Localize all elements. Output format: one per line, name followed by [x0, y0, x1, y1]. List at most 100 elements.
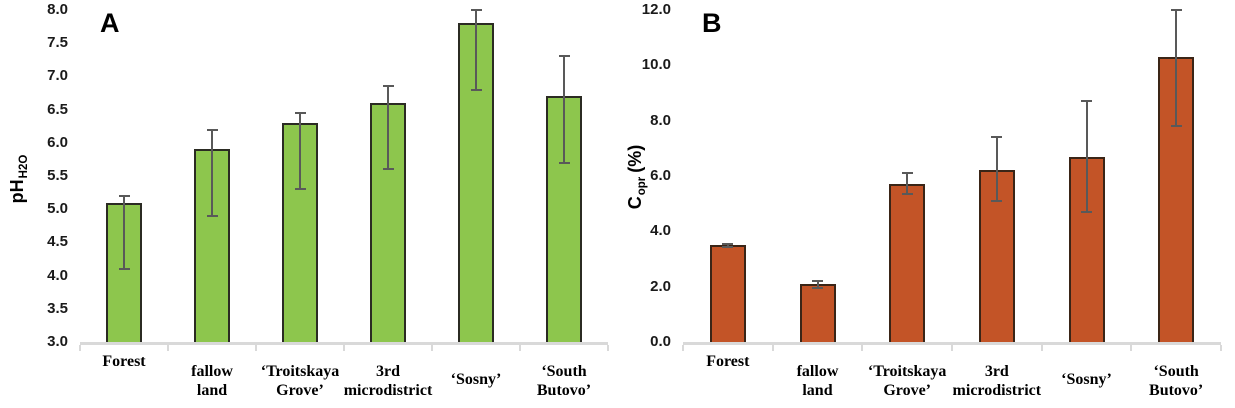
bar — [799, 283, 836, 342]
y-tick-label: 12.0 — [641, 1, 671, 18]
category-label: fallow land — [767, 362, 869, 400]
error-bar-cap — [1081, 100, 1092, 103]
error-bar-cap — [382, 85, 394, 88]
error-bar-cap — [382, 168, 394, 171]
error-bar — [726, 243, 729, 247]
error-bar-cap — [206, 128, 218, 131]
bar — [106, 202, 142, 342]
category-label-line: ‘South — [1153, 363, 1199, 380]
y-tick-label: 10.0 — [641, 56, 671, 74]
error-bar-cap — [206, 214, 218, 217]
y-tick-label: 2.0 — [650, 277, 671, 295]
category-label: ‘Sosny’ — [1036, 370, 1138, 389]
error-bar-cap — [118, 267, 130, 270]
chart-panel-b: B Copr(%) 12.0 10.0 8.0 6.0 4.0 2.0 0.0 Forest f… — [618, 0, 1235, 408]
y-tick-label: 6.5 — [47, 100, 68, 118]
category-label-line: microdistrict — [952, 382, 1042, 399]
category-label-line: ‘Troitskaya — [867, 363, 947, 380]
category-label: 3rd microdistrict — [946, 362, 1048, 400]
error-bar-cap — [294, 111, 306, 114]
error-bar-cap — [901, 172, 913, 175]
x-tick — [255, 345, 257, 351]
error-bar-cap — [1081, 210, 1092, 213]
error-bar — [995, 137, 998, 201]
y-tick-label: 6.0 — [650, 167, 671, 184]
category-label-line: microdistrict — [343, 382, 433, 399]
error-bar — [1175, 10, 1178, 127]
y-tick-label: 4.5 — [47, 233, 68, 251]
category-label-line: Grove’ — [276, 382, 324, 399]
x-tick — [1220, 345, 1222, 351]
error-bar — [211, 129, 213, 216]
y-tick-label: 0.0 — [650, 333, 671, 350]
error-bar-cap — [470, 9, 482, 11]
y-tick-label: 6.0 — [47, 133, 68, 151]
error-bar-cap — [812, 280, 823, 283]
category-label-line: fallow — [796, 363, 839, 380]
x-axis-line — [683, 342, 1221, 345]
category-label-line: Butovo’ — [536, 382, 592, 399]
error-bar-cap — [722, 242, 734, 245]
error-bar — [475, 10, 477, 90]
error-bar-cap — [991, 199, 1003, 202]
error-bar — [563, 56, 565, 163]
error-bar-cap — [470, 88, 482, 91]
category-label-line: 3rd — [376, 363, 400, 380]
y-tick-label: 8.0 — [47, 1, 68, 18]
x-tick — [861, 345, 864, 351]
y-tick-label: 7.5 — [47, 34, 68, 52]
category-label: 3rd microdistrict — [338, 362, 438, 400]
x-tick — [431, 345, 433, 351]
y-axis-title-main: C — [625, 196, 645, 210]
category-label-line: ‘Sosny’ — [1061, 371, 1112, 388]
category-label-line: ‘Troitskaya — [260, 363, 340, 380]
y-tick-label: 3.5 — [47, 299, 68, 317]
category-label-line: Forest — [102, 353, 146, 370]
panel-label-b: B — [702, 8, 723, 38]
category-label-line: fallow — [191, 363, 233, 380]
y-tick-label: 7.0 — [47, 67, 68, 85]
y-tick-label: 4.0 — [47, 266, 68, 284]
error-bar-cap — [991, 136, 1003, 139]
category-label: ‘Troitskaya Grove’ — [250, 362, 350, 400]
error-bar — [299, 112, 301, 190]
x-tick — [607, 345, 609, 351]
category-label: fallow land — [162, 362, 262, 400]
chart-panel-a: A pHH2O 8.0 7.5 7.0 6.5 6.0 5.5 5.0 4.5 4.0 3.5 3.… — [7, 1, 614, 400]
error-bar — [816, 281, 819, 289]
y-tick-label: 4.0 — [650, 222, 671, 240]
x-tick — [519, 345, 521, 351]
error-bar-cap — [558, 55, 570, 58]
category-label: ‘South Butovo’ — [1125, 362, 1227, 400]
x-tick — [167, 345, 169, 351]
error-bar-cap — [558, 161, 570, 164]
error-bar-cap — [294, 188, 306, 191]
error-bar — [387, 86, 389, 170]
error-bar-cap — [722, 245, 734, 248]
category-label: ‘Troitskaya Grove’ — [856, 362, 958, 400]
category-label-line: ‘Sosny’ — [450, 371, 502, 388]
x-tick — [343, 345, 345, 351]
bar — [889, 184, 926, 342]
error-bar-cap — [812, 287, 823, 290]
y-tick-label: 5.5 — [47, 167, 68, 184]
bar — [709, 245, 746, 342]
category-label: ‘South Butovo’ — [514, 362, 614, 400]
error-bar-cap — [118, 194, 130, 197]
x-tick — [951, 345, 953, 351]
category-label-line: 3rd — [984, 363, 1009, 380]
x-tick — [771, 345, 774, 351]
panel-label-a: A — [100, 8, 121, 38]
x-tick — [79, 345, 81, 351]
error-bar-cap — [901, 192, 913, 195]
category-label: Forest — [74, 352, 174, 371]
x-axis-line — [80, 342, 608, 345]
error-bar — [1085, 101, 1088, 212]
error-bar — [906, 173, 909, 194]
category-label-line: Forest — [706, 353, 750, 370]
error-bar-cap — [1170, 9, 1182, 11]
category-label-line: land — [802, 382, 833, 399]
x-tick — [682, 345, 684, 351]
category-label: Forest — [677, 352, 779, 371]
